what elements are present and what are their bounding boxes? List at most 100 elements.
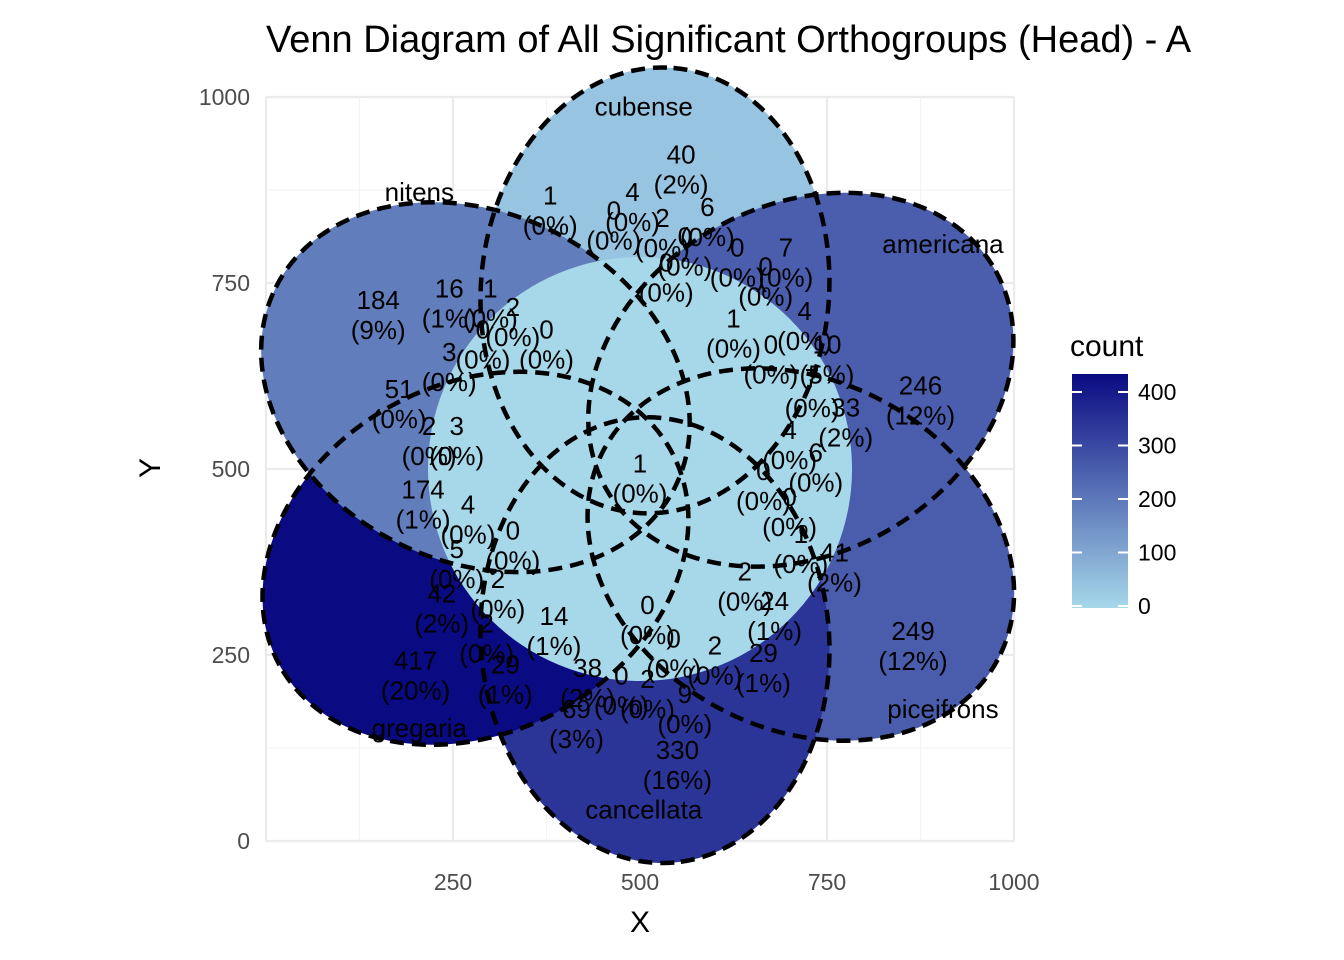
- venn-region-count: 2: [506, 292, 520, 322]
- venn-region-count: 14: [540, 601, 569, 631]
- venn-region-percent: (0%): [635, 233, 690, 263]
- y-axis-title: Y: [134, 458, 167, 478]
- venn-region-count: 3: [442, 337, 456, 367]
- venn-region-count: 29: [749, 638, 778, 668]
- venn-set-outline-cancellata: [478, 414, 832, 866]
- venn-region-count: 417: [394, 646, 437, 676]
- venn-region-count: 0: [614, 660, 628, 690]
- venn-region-count: 5: [450, 534, 464, 564]
- venn-set-outline-cubense: [478, 65, 832, 516]
- venn-region-percent: (0%): [777, 326, 832, 356]
- venn-region-percent: (0%): [657, 709, 712, 739]
- venn-region-percent: (9%): [351, 315, 406, 345]
- venn-region-count: 3: [450, 411, 464, 441]
- venn-region-percent: (0%): [620, 694, 675, 724]
- legend-ticks: 0 100 200 300 400: [1072, 379, 1176, 619]
- venn-region-percent: (0%): [523, 211, 578, 241]
- y-tick-label: 1000: [199, 84, 250, 110]
- x-tick-label: 750: [808, 869, 846, 895]
- venn-region-percent: (0%): [613, 478, 668, 508]
- y-tick-label: 250: [212, 642, 250, 668]
- venn-region-central: [427, 256, 853, 682]
- venn-region-percent: (1%): [422, 304, 477, 334]
- venn-region-count: 4: [461, 489, 475, 519]
- venn-region-count: 249: [891, 616, 934, 646]
- venn-region-percent: (2%): [818, 423, 873, 453]
- x-axis-title: X: [630, 906, 650, 939]
- venn-region-count: 0: [476, 315, 490, 345]
- venn-region-percent: (0%): [785, 393, 840, 423]
- venn-region-count: 1: [794, 519, 808, 549]
- venn-region-percent: (0%): [762, 512, 817, 542]
- venn-region-percent: (0%): [402, 441, 457, 471]
- venn-region-count: 2: [655, 203, 669, 233]
- venn-region-percent: (0%): [738, 281, 793, 311]
- venn-region-count: 51: [385, 374, 414, 404]
- venn-region-count: 7: [779, 233, 793, 263]
- venn-region-count: 29: [491, 649, 520, 679]
- venn-region-percent: (0%): [762, 445, 817, 475]
- legend-tick-label: 100: [1138, 540, 1176, 566]
- venn-region-count: 2: [491, 564, 505, 594]
- venn-region-percent: (3%): [549, 724, 604, 754]
- y-axis-ticks: 0 250 500 750 1000: [199, 84, 250, 854]
- venn-region-count: 0: [607, 195, 621, 225]
- venn-region-percent: (0%): [372, 404, 427, 434]
- venn-region-percent: (0%): [429, 441, 484, 471]
- venn-region-count: 33: [831, 393, 860, 423]
- venn-region-count: 184: [357, 285, 400, 315]
- venn-region-count: 38: [573, 653, 602, 683]
- venn-region-percent: (0%): [710, 263, 765, 293]
- venn-region-percent: (2%): [654, 170, 709, 200]
- venn-region-percent: (0%): [485, 322, 540, 352]
- venn-region-count: 0: [539, 315, 553, 345]
- venn-set-label-cubense: cubense: [595, 92, 693, 122]
- venn-region-percent: (0%): [773, 549, 828, 579]
- venn-region-count: 24: [760, 586, 789, 616]
- venn-region-count: 41: [820, 538, 849, 568]
- venn-region-percent: (1%): [736, 668, 791, 698]
- venn-region-count: 4: [625, 177, 639, 207]
- venn-region-count: 6: [700, 192, 714, 222]
- venn-region-count: 7: [805, 363, 819, 393]
- venn-region-count: 6: [809, 437, 823, 467]
- venn-region-count: 16: [435, 274, 464, 304]
- venn-region-count: 2: [640, 664, 654, 694]
- venn-set-label-americana: americana: [882, 229, 1004, 259]
- venn-region-percent: (0%): [717, 586, 772, 616]
- x-tick-label: 500: [621, 869, 659, 895]
- venn-region-count: 4: [782, 415, 796, 445]
- venn-region-percent: (2%): [807, 568, 862, 598]
- venn-region-percent: (1%): [747, 616, 802, 646]
- y-tick-label: 0: [237, 828, 250, 854]
- venn-region-percent: (1%): [396, 504, 451, 534]
- legend-tick-label: 200: [1138, 486, 1176, 512]
- venn-region-percent: (0%): [758, 263, 813, 293]
- venn-region-count: 2: [737, 556, 751, 586]
- venn-region-percent: (1%): [478, 679, 533, 709]
- venn-set-label-cancellata: cancellata: [585, 795, 703, 825]
- x-axis-ticks: 250 500 750 1000: [434, 869, 1040, 895]
- venn-region-count: 0: [640, 590, 654, 620]
- venn-region-percent: (0%): [620, 620, 675, 650]
- venn-region-percent: (0%): [736, 486, 791, 516]
- venn-region-count: 2: [422, 411, 436, 441]
- venn-region-count: 1: [726, 303, 740, 333]
- venn-region-percent: (12%): [878, 646, 947, 676]
- legend-tick-label: 0: [1138, 593, 1151, 619]
- y-tick-label: 750: [212, 270, 250, 296]
- x-tick-label: 1000: [988, 869, 1039, 895]
- venn-region-count: 0: [764, 329, 778, 359]
- venn-region-count: 9: [678, 679, 692, 709]
- chart-title: Venn Diagram of All Significant Orthogro…: [266, 19, 1192, 61]
- venn-set-outline-americana: [586, 190, 1016, 569]
- venn-region-percent: (5%): [800, 359, 855, 389]
- y-tick-label: 500: [212, 456, 250, 482]
- venn-region-count: 0: [678, 222, 692, 252]
- venn-region-labels: 40(2%)1(0%)246(12%)249(12%)330(16%)417(2…: [351, 140, 955, 795]
- venn-region-percent: (12%): [886, 400, 955, 430]
- venn-region-count: 40: [667, 140, 696, 170]
- venn-region-percent: (0%): [455, 345, 510, 375]
- venn-set-labels: cubense americana piceifrons cancellata greg…: [372, 92, 1005, 825]
